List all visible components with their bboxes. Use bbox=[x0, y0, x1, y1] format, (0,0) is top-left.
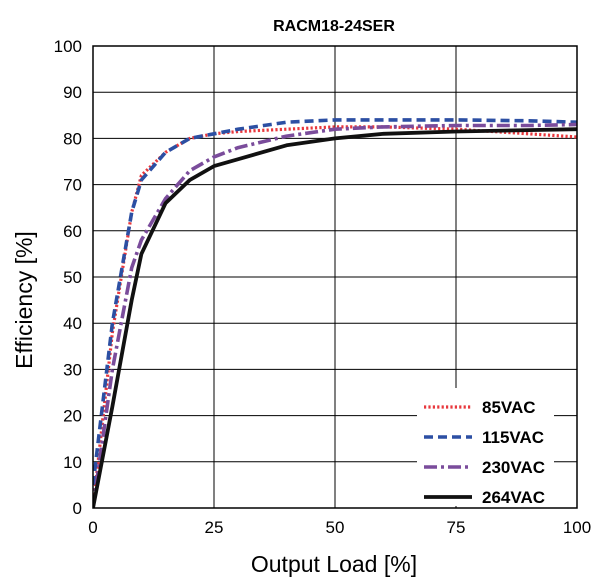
y-axis-label: Efficiency [%] bbox=[11, 231, 37, 369]
legend-label-230vac: 230VAC bbox=[482, 458, 545, 477]
legend: 85VAC 115VAC 230VAC 264VAC bbox=[417, 388, 554, 507]
y-tick-label: 50 bbox=[63, 268, 82, 287]
legend-background bbox=[417, 388, 554, 506]
x-tick-label: 75 bbox=[447, 518, 466, 537]
y-tick-label: 0 bbox=[73, 499, 82, 518]
grid bbox=[93, 46, 577, 508]
series-line-230vac bbox=[93, 122, 577, 508]
y-tick-labels: 0 10 20 30 40 50 60 70 80 90 100 bbox=[54, 37, 82, 518]
legend-label-264vac: 264VAC bbox=[482, 488, 545, 507]
y-tick-label: 20 bbox=[63, 407, 82, 426]
x-axis-label: Output Load [%] bbox=[251, 551, 417, 577]
y-tick-label: 90 bbox=[63, 83, 82, 102]
series-layer bbox=[93, 118, 577, 508]
y-tick-label: 60 bbox=[63, 222, 82, 241]
x-tick-label: 100 bbox=[563, 518, 591, 537]
series-line-264vac bbox=[93, 127, 577, 508]
y-tick-label: 10 bbox=[63, 453, 82, 472]
x-tick-labels: 0 25 50 75 100 bbox=[88, 518, 591, 537]
chart-title: RACM18-24SER bbox=[273, 18, 395, 35]
y-tick-label: 40 bbox=[63, 314, 82, 333]
plot-border bbox=[92, 45, 578, 509]
y-tick-label: 100 bbox=[54, 37, 82, 56]
legend-label-115vac: 115VAC bbox=[482, 428, 544, 447]
series-line-115vac bbox=[93, 118, 577, 486]
legend-label-85vac: 85VAC bbox=[482, 398, 536, 417]
x-tick-label: 0 bbox=[88, 518, 97, 537]
y-tick-label: 80 bbox=[63, 129, 82, 148]
y-tick-label: 30 bbox=[63, 360, 82, 379]
y-tick-label: 70 bbox=[63, 176, 82, 195]
x-tick-label: 50 bbox=[326, 518, 345, 537]
x-tick-label: 25 bbox=[205, 518, 224, 537]
